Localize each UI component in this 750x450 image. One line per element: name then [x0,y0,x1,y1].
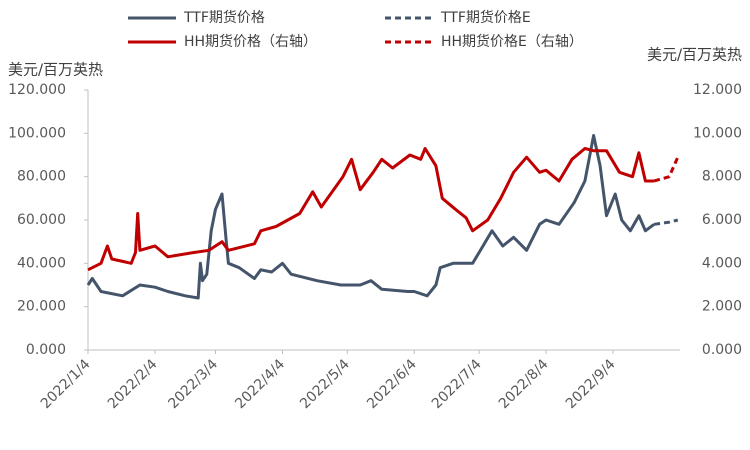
y2-tick-label: 10.000 [693,125,742,141]
y-tick-label: 60.000 [17,212,66,228]
y2-axis-title: 美元/百万英热 [647,46,742,64]
x-tick-label: 2022/2/4 [105,356,161,412]
x-tick-label: 2022/1/4 [38,356,94,412]
y-tick-label: 40.000 [17,255,66,271]
y2-tick-label: 8.000 [702,169,742,185]
y2-tick-label: 2.000 [702,299,742,315]
y2-tick-label: 12.000 [693,82,742,98]
series-line [653,156,680,183]
x-tick-label: 2022/9/4 [563,356,619,412]
series-line [653,218,679,226]
legend-text: TTF期货价格E [440,9,531,26]
series-line [86,134,655,300]
y-axis-title: 美元/百万英热 [8,61,103,79]
y2-tick-label: 6.000 [702,212,742,228]
x-tick-label: 2022/5/4 [297,356,353,412]
y-tick-label: 0.000 [26,342,66,358]
x-tick-label: 2022/3/4 [165,356,221,412]
x-tick-label: 2022/8/4 [496,356,552,412]
legend-text: HH期货价格E（右轴） [441,33,583,50]
y2-tick-label: 4.000 [702,255,742,271]
y-tick-label: 80.000 [17,169,66,185]
y2-tick-label: 0.000 [702,342,742,358]
y-tick-label: 20.000 [17,299,66,315]
series-line [87,147,655,272]
y-tick-label: 100.000 [8,125,66,141]
x-tick-label: 2022/6/4 [364,356,420,412]
x-tick-label: 2022/4/4 [232,356,288,412]
legend-text: TTF期货价格 [183,9,265,26]
x-tick-label: 2022/7/4 [429,356,485,412]
legend-text: HH期货价格（右轴） [184,33,317,50]
y-tick-label: 120.000 [8,82,66,98]
